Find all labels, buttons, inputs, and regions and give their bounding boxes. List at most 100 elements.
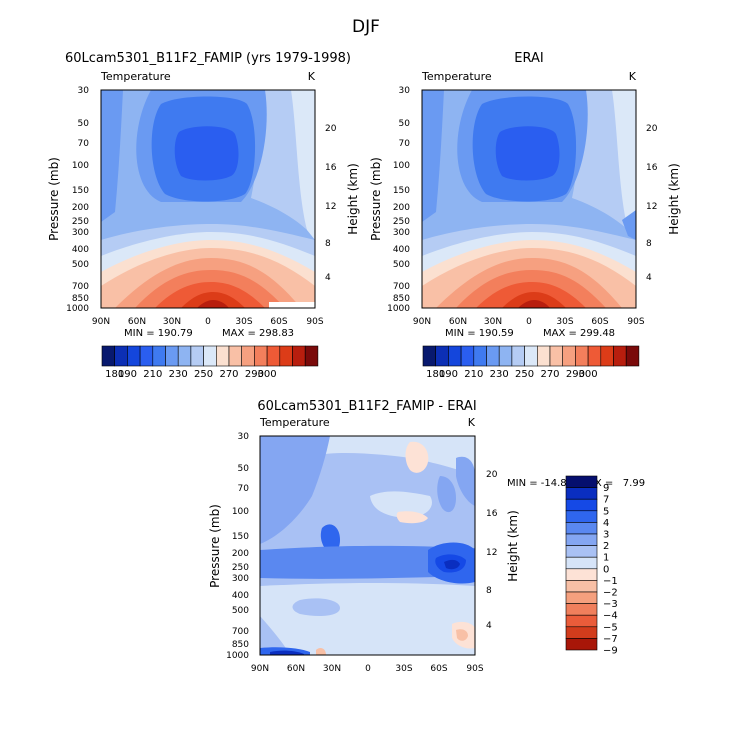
colorbar-swatch [536,345,551,367]
colorbar-label: 210 [143,369,162,380]
colorbar-label: 2 [603,541,609,552]
colorbar-label: 190 [439,369,458,380]
colorbar-label: 4 [603,518,609,529]
y-tick-label: 150 [232,532,249,542]
y-tick-label: 70 [238,484,250,494]
colorbar-swatch [565,487,598,500]
x-tick-label: 30S [235,317,252,327]
colorbar-swatch [460,345,475,367]
height-tick-label: 8 [486,586,492,596]
colorbar-swatch [565,580,598,593]
x-tick-label: 30N [484,317,502,327]
panel-diff-variable: Temperature [259,416,330,429]
y-tick-label: 400 [393,245,410,255]
colorbar-label: 300 [258,369,277,380]
x-tick-label: 90N [251,664,269,674]
x-tick-label: 30N [163,317,181,327]
contour-fill [316,647,326,655]
colorbar-swatch [473,345,487,367]
colorbar-swatch [565,475,598,488]
panel-model: 60Lcam5301_B11F2_FAMIP (yrs 1979-1998) T… [47,51,360,380]
y-tick-label: 250 [72,217,89,227]
contour-fill [437,476,456,513]
panel-erai-title: ERAI [514,51,543,66]
panel-erai-variable: Temperature [421,70,492,83]
panel-diff: 60Lcam5301_B11F2_FAMIP - ERAI Temperatur… [208,399,645,674]
panel-model-y-ticks: 30 50 70 100 150 200 250 300 400 500 700… [66,86,89,314]
colorbar-swatch [422,345,436,367]
max-label: MAX = 298.83 [222,328,294,339]
y-tick-label: 1000 [387,304,410,314]
x-tick-label: 0 [205,317,211,327]
colorbar-label: 3 [603,530,609,541]
contour-fill [612,90,636,240]
panel-diff-y-ticks: 30 50 70 100 150 200 250 300 400 500 700… [226,432,249,661]
height-tick-label: 8 [325,239,331,249]
contour-fill [320,524,340,553]
y-tick-label: 50 [238,464,250,474]
y-tick-label: 250 [232,563,249,573]
min-label: MIN = 190.59 [445,328,514,339]
x-tick-label: 60N [449,317,467,327]
contour-fill [396,511,428,524]
contour-fill [197,300,229,308]
colorbar-label: 300 [579,369,598,380]
x-tick-label: 0 [526,317,532,327]
height-tick-label: 4 [325,273,331,283]
y-tick-label: 500 [393,260,410,270]
colorbar-swatch [114,345,128,367]
colorbar-swatch [565,533,598,546]
contour-fill [292,598,340,616]
height-tick-label: 16 [486,509,498,519]
height-tick-label: 4 [646,273,652,283]
x-tick-label: 0 [365,664,371,674]
colorbar-swatch [565,591,598,604]
contour-fill [260,545,475,579]
colorbar-swatch [565,603,598,616]
colorbar-swatch [565,510,598,523]
y-tick-label: 150 [72,186,89,196]
contour-fill [422,90,444,222]
panel-diff-title: 60Lcam5301_B11F2_FAMIP - ERAI [257,399,476,414]
x-tick-label: 90N [92,317,110,327]
y-tick-label: 70 [78,139,90,149]
x-tick-label: 60N [128,317,146,327]
x-tick-label: 30N [323,664,341,674]
panel-diff-contours [260,436,475,655]
height-axis-label: Height (km) [667,163,681,234]
contour-fill [174,126,239,181]
x-tick-label: 30S [395,664,412,674]
contour-fill [456,629,468,641]
colorbar-swatch [139,345,154,367]
panel-erai-height-ticks: 20 16 12 8 4 [646,124,658,283]
y-tick-label: 50 [399,119,411,129]
contour-fill [260,616,290,655]
colorbar-swatch [562,345,576,367]
y-tick-label: 850 [232,640,249,650]
contour-fill [270,650,304,655]
y-tick-label: 150 [393,186,410,196]
y-tick-label: 30 [399,86,411,96]
panel-diff-x-ticks: 90N 60N 30N 0 30S 60S 90S [251,664,484,674]
y-tick-label: 50 [78,119,90,129]
panel-model-x-ticks: 90N 60N 30N 0 30S 60S 90S [92,317,324,327]
height-tick-label: 4 [486,621,492,631]
colorbar-label: 7 [603,495,609,506]
colorbar-label: 9 [603,483,609,494]
y-tick-label: 700 [393,282,410,292]
colorbar-label: 290 [245,369,264,380]
colorbar-swatch [165,345,179,367]
y-tick-label: 100 [232,507,249,517]
colorbar-swatch [625,345,640,367]
colorbar-label: −5 [603,622,618,633]
colorbar-swatch [565,568,598,581]
colorbar-swatch [292,345,306,367]
colorbar-swatch [101,345,115,367]
y-tick-label: 30 [238,432,250,442]
panel-diff-frame [259,435,476,656]
colorbar-swatch [565,556,598,570]
season-title: DJF [352,17,380,37]
y-tick-label: 850 [72,294,89,304]
